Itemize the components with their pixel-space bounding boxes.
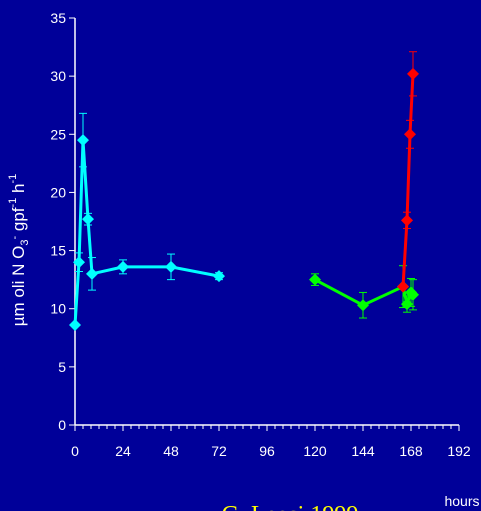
data-point: [407, 288, 419, 301]
data-point: [401, 214, 413, 227]
series-line: [73, 140, 220, 326]
caption: G. Losci 1999: [222, 502, 359, 511]
y-tick-label: 20: [50, 184, 66, 200]
x-tick-label: 144: [351, 443, 375, 459]
x-tick-label: 48: [163, 443, 179, 459]
y-tick-label: 25: [50, 126, 66, 142]
y-axis-label: µm oli N O3- gpf-1 h-1: [7, 174, 31, 327]
data-point: [165, 260, 177, 273]
x-tick-label: 0: [71, 443, 79, 459]
x-tick-label: 192: [447, 443, 471, 459]
y-tick-label: 30: [50, 68, 66, 84]
data-point: [401, 298, 413, 311]
x-tick-label: 96: [259, 443, 275, 459]
data-point: [397, 280, 409, 293]
data-point: [213, 270, 225, 283]
data-point: [82, 213, 94, 226]
y-tick-label: 35: [50, 10, 66, 26]
series-line: [401, 73, 415, 287]
data-point: [404, 128, 416, 141]
y-tick-label: 10: [50, 301, 66, 317]
data-point: [117, 260, 129, 273]
data-point: [357, 299, 369, 312]
x-tick-label: 120: [303, 443, 327, 459]
x-tick-label: 72: [211, 443, 227, 459]
x-tick-label: 168: [399, 443, 423, 459]
data-point: [69, 318, 81, 331]
y-tick-label: 15: [50, 243, 66, 259]
series-layer: [69, 51, 419, 331]
series-3: [397, 51, 419, 293]
data-point: [309, 273, 321, 286]
data-point: [77, 134, 89, 147]
axes: 0 5 10 15 20 25 30 35 0 24 48 72 96 120 144 168 192: [50, 10, 470, 459]
data-point: [407, 67, 419, 80]
y-tick-label: 5: [58, 359, 66, 375]
x-axis-label: hours: [444, 493, 479, 509]
y-tick-label: 0: [58, 417, 66, 433]
series-1: [69, 112, 225, 331]
data-point: [73, 256, 85, 269]
data-point: [86, 267, 98, 280]
x-tick-label: 24: [115, 443, 131, 459]
